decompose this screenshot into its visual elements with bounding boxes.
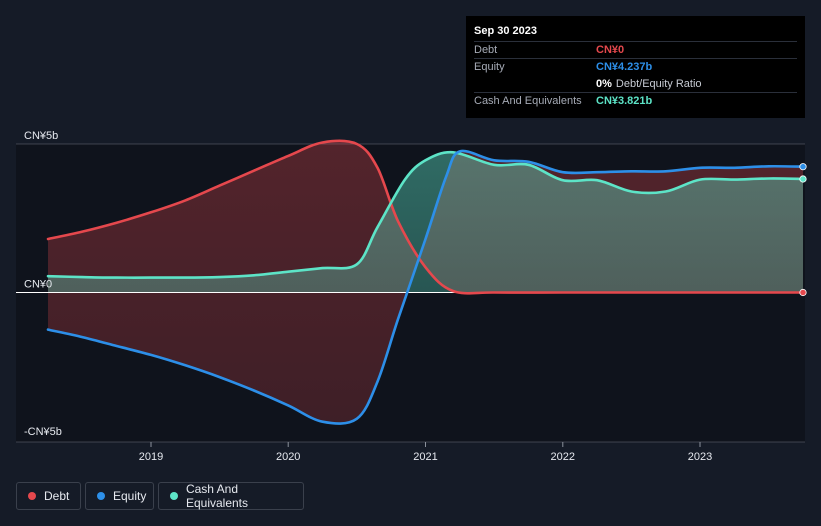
x-tick-label: 2019 bbox=[139, 451, 163, 463]
x-tick-label: 2023 bbox=[688, 451, 712, 463]
x-tick-label: 2022 bbox=[551, 451, 575, 463]
legend-label: Debt bbox=[44, 489, 70, 503]
legend-label: Cash And Equivalents bbox=[185, 482, 249, 510]
tooltip-row-equity: Equity CN¥4.237b bbox=[474, 58, 797, 75]
tooltip-value-cash: CN¥3.821b bbox=[596, 95, 653, 107]
tooltip-row-cash: Cash And Equivalents CN¥3.821b bbox=[474, 92, 797, 109]
tooltip-value-equity: CN¥4.237b bbox=[596, 61, 653, 73]
tooltip-label: Equity bbox=[474, 61, 505, 73]
legend-item-debt[interactable]: Debt bbox=[16, 482, 81, 510]
legend-item-equity[interactable]: Equity bbox=[85, 482, 154, 510]
y-tick-label: CN¥5b bbox=[24, 130, 58, 142]
data-tooltip: Sep 30 2023 Debt CN¥0 Equity CN¥4.237b 0… bbox=[466, 16, 805, 118]
legend-item-cash[interactable]: Cash And Equivalents bbox=[158, 482, 304, 510]
tooltip-value-debt: CN¥0 bbox=[596, 43, 625, 56]
y-tick-label: CN¥0 bbox=[24, 279, 52, 291]
tooltip-row-ratio: 0% Debt/Equity Ratio bbox=[474, 76, 797, 92]
tooltip-label: Debt bbox=[474, 43, 498, 56]
x-tick-label: 2021 bbox=[413, 451, 437, 463]
tooltip-label: Cash And Equivalents bbox=[474, 95, 582, 107]
tooltip-ratio-caption: Debt/Equity Ratio bbox=[615, 77, 702, 90]
tooltip-date: Sep 30 2023 bbox=[474, 25, 537, 37]
tooltip-row-debt: Debt CN¥0 bbox=[474, 40, 797, 58]
endpoint-marker-cash bbox=[799, 175, 807, 183]
legend-dot-icon bbox=[28, 492, 36, 500]
series-line-cash bbox=[46, 150, 805, 279]
legend-dot-icon bbox=[97, 492, 105, 500]
endpoint-marker-debt bbox=[799, 288, 807, 297]
x-tick-label: 2020 bbox=[276, 451, 300, 463]
cash-area bbox=[48, 152, 803, 293]
legend-dot-icon bbox=[170, 492, 178, 500]
series-line-equity bbox=[46, 149, 805, 425]
endpoint-marker-equity bbox=[799, 163, 807, 171]
legend-label: Equity bbox=[113, 489, 147, 503]
series-line-debt bbox=[46, 139, 805, 295]
y-tick-label: -CN¥5b bbox=[24, 426, 62, 438]
tooltip-value-ratio: 0% bbox=[596, 77, 612, 90]
